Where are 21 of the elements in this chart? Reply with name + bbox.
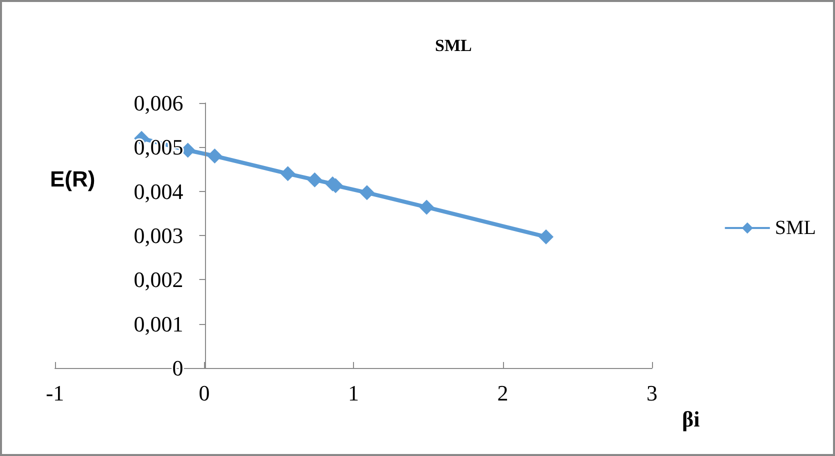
y-tick-label: 0 [172,356,184,380]
x-tick-label: 2 [497,380,508,406]
x-tick-label: 1 [348,380,359,406]
y-tick-label: 0,002 [134,267,184,292]
x-tick-label: 0 [198,380,210,406]
x-tick-label: 3 [646,380,658,406]
x-tick-label: -1 [46,380,64,406]
point [280,166,296,182]
y-tick-label: 0,004 [134,178,184,204]
chart-title: SML [435,36,472,55]
legend-label: SML [774,217,816,239]
point [207,148,222,164]
x-axis-title: βi [682,406,700,432]
point [359,185,374,200]
y-axis-title: E(R) [50,166,96,192]
y-tick-label: 0,006 [134,90,184,116]
point [419,200,434,215]
y-tick-label: 0,001 [134,311,184,336]
y-tick-label: 0,003 [134,223,184,248]
point [307,172,322,188]
point [538,229,554,244]
